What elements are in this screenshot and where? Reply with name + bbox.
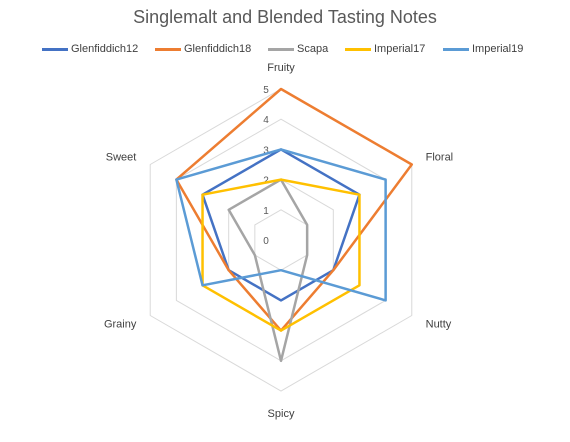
grid-ring bbox=[202, 148, 360, 332]
radial-tick-label: 1 bbox=[263, 206, 269, 217]
radial-tick-label: 4 bbox=[263, 115, 269, 126]
radial-tick-labels: 0 1 2 3 4 5 bbox=[263, 85, 269, 247]
category-labels: Fruity Floral Nutty Spicy Grainy Sweet bbox=[104, 62, 453, 420]
legend-label: Glenfiddich18 bbox=[184, 43, 252, 55]
series-line-glenfiddich12 bbox=[201, 148, 361, 302]
legend-label: Scapa bbox=[297, 43, 329, 55]
legend-swatch bbox=[42, 47, 68, 51]
series-line-imperial17 bbox=[201, 178, 361, 332]
legend-label: Imperial17 bbox=[374, 43, 426, 55]
legend: Glenfiddich12 Glenfiddich18 Scapa Imperi… bbox=[0, 41, 570, 57]
legend-swatch bbox=[268, 47, 294, 51]
category-label-nutty: Nutty bbox=[426, 319, 452, 331]
legend-item-imperial19: Imperial19 bbox=[443, 41, 523, 57]
legend-item-scapa: Scapa bbox=[268, 41, 328, 57]
legend-swatch bbox=[155, 47, 181, 51]
legend-label: Imperial19 bbox=[472, 43, 524, 55]
category-label-floral: Floral bbox=[426, 152, 454, 164]
series-line-scapa bbox=[227, 178, 309, 363]
chart-title: Singlemalt and Blended Tasting Notes bbox=[133, 7, 437, 27]
radial-tick-label: 0 bbox=[263, 236, 269, 247]
legend-label: Glenfiddich12 bbox=[71, 43, 139, 55]
legend-swatch bbox=[443, 47, 469, 51]
radial-tick-label: 3 bbox=[263, 145, 269, 156]
radar-grid bbox=[149, 88, 413, 392]
legend-swatch bbox=[345, 47, 371, 51]
grid-ring bbox=[228, 179, 334, 301]
category-label-fruity: Fruity bbox=[267, 62, 295, 74]
category-label-sweet: Sweet bbox=[106, 152, 137, 164]
series-lines bbox=[175, 87, 414, 363]
legend-item-glenfiddich18: Glenfiddich18 bbox=[155, 41, 251, 57]
radial-tick-label: 5 bbox=[263, 85, 269, 96]
category-label-grainy: Grainy bbox=[104, 319, 137, 331]
series-line-imperial19 bbox=[175, 148, 387, 302]
category-label-spicy: Spicy bbox=[268, 408, 295, 420]
legend-item-glenfiddich12: Glenfiddich12 bbox=[42, 41, 138, 57]
grid-ring bbox=[149, 88, 413, 392]
radial-tick-label: 2 bbox=[263, 176, 269, 187]
legend-item-imperial17: Imperial17 bbox=[345, 41, 425, 57]
series-line-glenfiddich18 bbox=[175, 87, 414, 332]
